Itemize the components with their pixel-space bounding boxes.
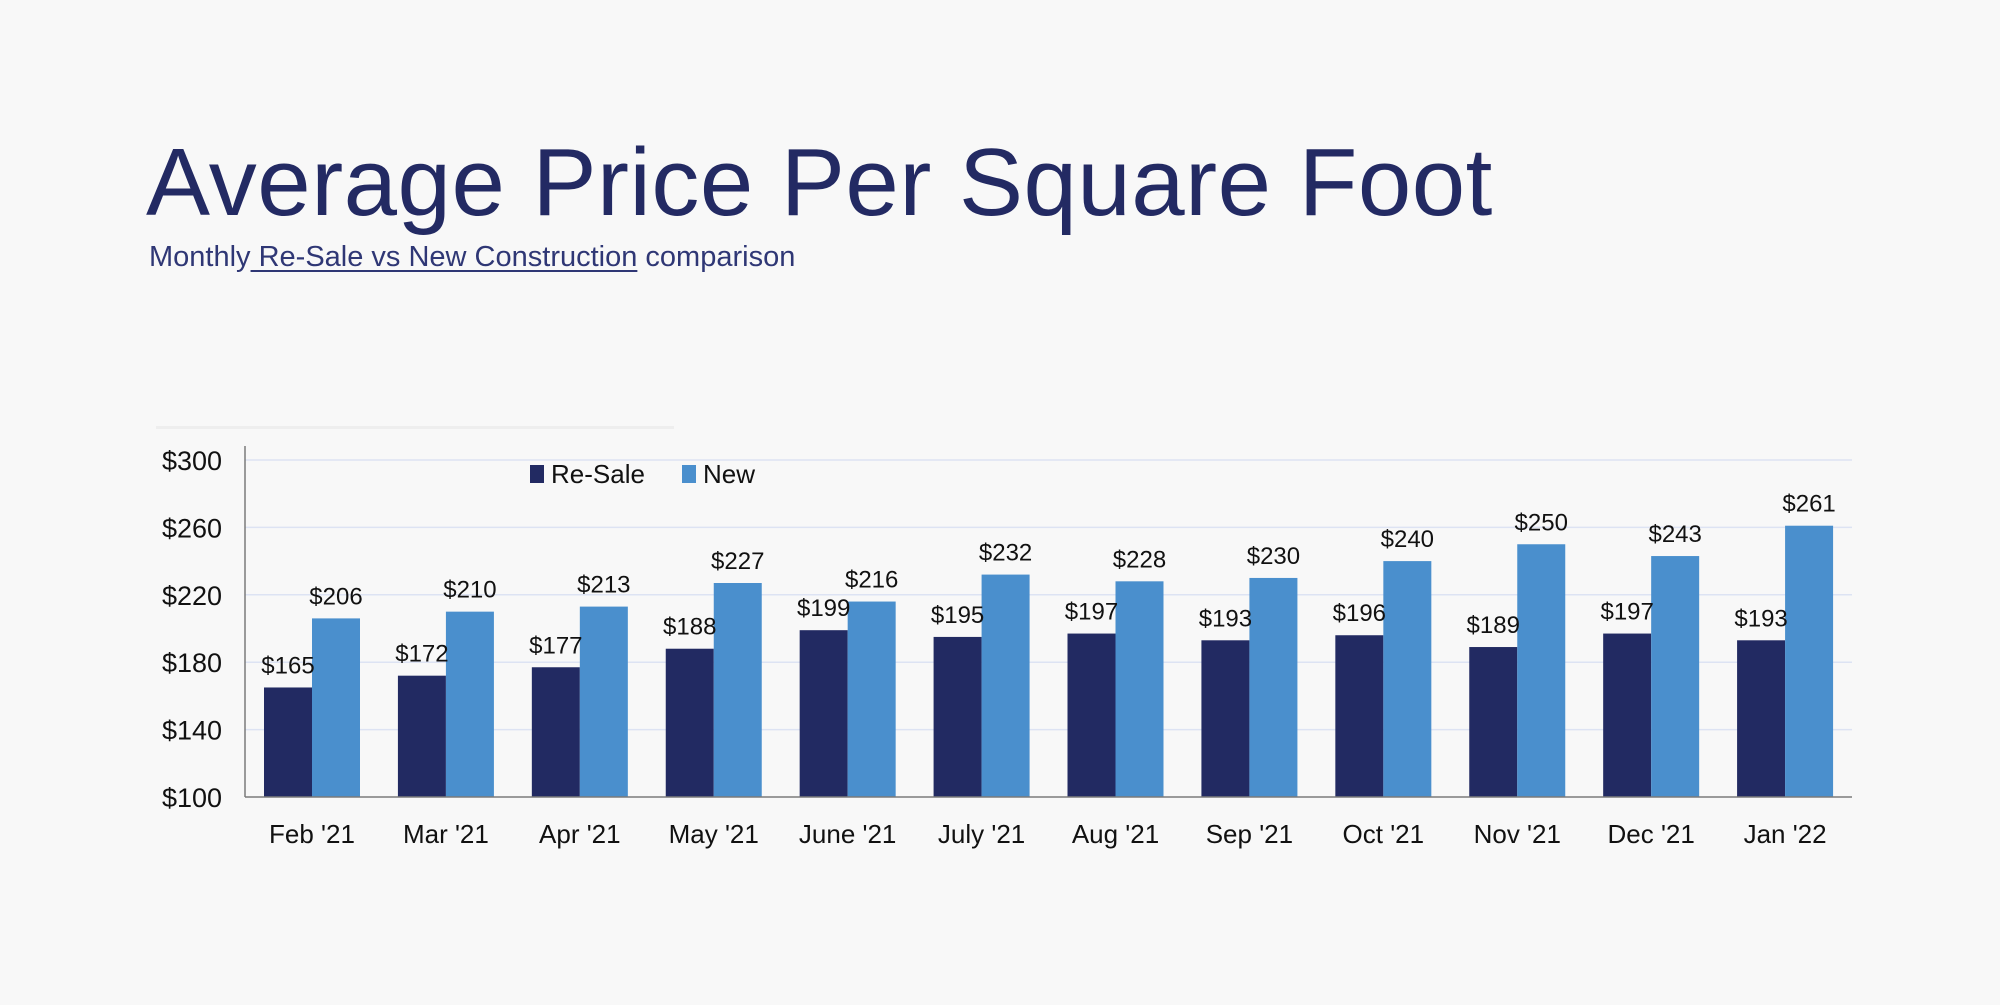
axes: $100 $140 $180 $220 $260 $300 Feb '21 Mar '21 Ap… — [162, 446, 1852, 849]
y-tick-label: $180 — [162, 648, 222, 678]
data-label: $177 — [529, 632, 582, 659]
y-tick-label: $220 — [162, 581, 222, 611]
y-tick-label: $140 — [162, 716, 222, 746]
page-subtitle: Monthly Re-Sale vs New Construction comp… — [149, 241, 795, 274]
page-title: Average Price Per Square Foot — [146, 129, 1493, 236]
bar-re-sale — [1737, 640, 1786, 797]
legend-swatch-new — [682, 465, 696, 483]
data-label: $165 — [261, 652, 314, 679]
data-label: $240 — [1381, 526, 1434, 553]
data-label: $243 — [1648, 521, 1701, 548]
x-tick-label: Apr '21 — [539, 819, 621, 849]
bar-new — [1651, 556, 1700, 797]
x-tick-label: July '21 — [938, 819, 1025, 849]
subtitle-underlined-text: Re-Sale vs New Construction — [250, 241, 638, 273]
y-tick-label: $300 — [162, 446, 222, 476]
data-label: $210 — [443, 577, 496, 604]
x-tick-label: Sep '21 — [1206, 819, 1293, 849]
bar-new — [981, 574, 1030, 797]
gridlines — [245, 459, 1852, 731]
data-label: $228 — [1113, 546, 1166, 573]
bar-new — [1517, 544, 1566, 797]
y-tick-label: $260 — [162, 513, 222, 543]
bar-re-sale — [1469, 647, 1518, 797]
x-tick-label: Dec '21 — [1607, 819, 1694, 849]
bar-new — [1383, 561, 1432, 797]
legend-swatch-re-sale — [530, 465, 544, 483]
data-label: $193 — [1199, 605, 1252, 632]
data-label: $227 — [711, 548, 764, 575]
data-labels: $165 $206 $172 $210 $177 $213 $188 $227 $199$216… — [261, 491, 1835, 680]
data-label: $213 — [577, 572, 630, 599]
x-tick-label: Mar '21 — [403, 819, 489, 849]
subtitle-suffix: comparison — [637, 241, 796, 273]
bar-new — [579, 606, 628, 797]
data-label: $199 — [797, 595, 850, 622]
x-tick-label: Jan '22 — [1744, 819, 1827, 849]
bar-re-sale — [397, 675, 446, 797]
legend-label-new: New — [703, 459, 755, 489]
bar-new — [445, 611, 494, 797]
subtitle-prefix: Monthly — [149, 241, 251, 273]
x-tick-label: Oct '21 — [1343, 819, 1425, 849]
bar-re-sale — [1335, 635, 1384, 797]
data-label: $195 — [931, 602, 984, 629]
bar-re-sale — [933, 636, 982, 797]
data-label: $232 — [979, 540, 1032, 567]
legend: Re-Sale New — [530, 459, 755, 489]
bar-new — [713, 583, 762, 797]
data-label: $216 — [845, 567, 898, 594]
data-label: $193 — [1734, 605, 1787, 632]
bars — [264, 525, 1834, 797]
bar-re-sale — [1067, 633, 1116, 797]
data-label: $188 — [663, 614, 716, 641]
data-label: $172 — [395, 641, 448, 668]
bar-re-sale — [531, 667, 580, 797]
y-tick-label: $100 — [162, 783, 222, 813]
data-label: $261 — [1782, 491, 1835, 518]
plot-top-accent — [156, 426, 674, 429]
x-tick-label: June '21 — [799, 819, 897, 849]
x-tick-label: Aug '21 — [1072, 819, 1159, 849]
data-label: $206 — [309, 583, 362, 610]
data-label: $250 — [1515, 509, 1568, 536]
bar-new — [1785, 525, 1834, 797]
data-label: $189 — [1467, 612, 1520, 639]
legend-label-re-sale: Re-Sale — [551, 459, 645, 489]
bar-new — [312, 618, 360, 797]
bar-re-sale — [799, 630, 848, 797]
bar-new — [1249, 577, 1298, 797]
bar-new — [1115, 581, 1164, 797]
bar-re-sale — [1201, 640, 1250, 797]
data-label: $230 — [1247, 543, 1300, 570]
data-label: $196 — [1333, 600, 1386, 627]
bar-re-sale — [264, 687, 312, 797]
x-tick-label: May '21 — [669, 819, 759, 849]
bar-re-sale — [1603, 633, 1652, 797]
x-tick-label: Feb '21 — [269, 819, 355, 849]
data-label: $197 — [1065, 599, 1118, 626]
bar-new — [847, 601, 896, 797]
data-label: $197 — [1600, 599, 1653, 626]
bar-re-sale — [665, 648, 714, 797]
x-tick-label: Nov '21 — [1474, 819, 1561, 849]
